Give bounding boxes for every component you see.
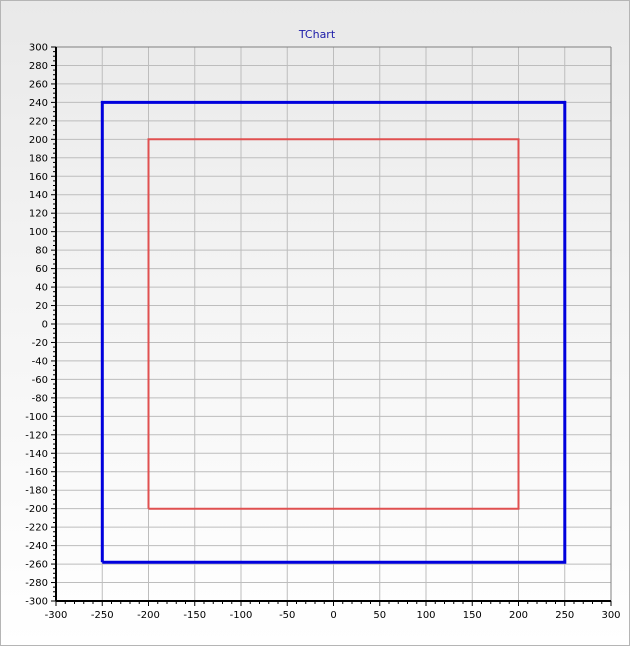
- axes: [51, 46, 612, 606]
- x-tick-label: -100: [230, 610, 253, 621]
- x-tick-label: 50: [373, 610, 386, 621]
- y-tick-label: -160: [25, 467, 48, 478]
- y-tick-label: -20: [32, 338, 48, 349]
- y-tick-label: -60: [32, 375, 48, 386]
- x-tick-label: 150: [463, 610, 482, 621]
- y-tick-label: -180: [25, 486, 48, 497]
- x-tick-label: 100: [416, 610, 435, 621]
- y-tick-label: -260: [25, 560, 48, 571]
- y-tick-label: 240: [29, 98, 48, 109]
- x-tick-label: 300: [601, 610, 620, 621]
- y-tick-label: 60: [35, 264, 48, 275]
- y-tick-label: 220: [29, 116, 48, 127]
- y-tick-label: 200: [29, 135, 48, 146]
- x-tick-label: -250: [91, 610, 114, 621]
- x-tick-label: 200: [509, 610, 528, 621]
- tick-labels: -300 -250 -200 -150 -100 -50 0 50 100 150 200 250 30…: [25, 43, 620, 622]
- y-tick-label: 140: [29, 190, 48, 201]
- x-tick-label: -150: [183, 610, 206, 621]
- y-tick-label: -40: [32, 356, 48, 367]
- y-tick-label: -300: [25, 597, 48, 608]
- y-tick-label: 260: [29, 79, 48, 90]
- series-1-line: [100, 100, 567, 564]
- y-tick-label: 20: [35, 301, 48, 312]
- series-2-line: [147, 138, 520, 510]
- y-tick-label: -200: [25, 504, 48, 515]
- grid: [56, 47, 611, 601]
- x-tick-label: -200: [137, 610, 160, 621]
- x-tick-label: -300: [45, 610, 68, 621]
- y-tick-label: -80: [32, 393, 48, 404]
- y-tick-label: 100: [29, 227, 48, 238]
- chart-title: TChart: [298, 28, 336, 41]
- x-tick-label: 250: [555, 610, 574, 621]
- y-tick-label: -140: [25, 449, 48, 460]
- x-tick-label: 0: [330, 610, 336, 621]
- y-tick-label: -120: [25, 430, 48, 441]
- y-tick-label: -220: [25, 523, 48, 534]
- y-tick-label: 160: [29, 172, 48, 183]
- y-tick-label: 300: [29, 43, 48, 54]
- y-tick-label: 40: [35, 283, 48, 294]
- y-tick-label: 180: [29, 153, 48, 164]
- x-tick-label: -50: [279, 610, 295, 621]
- y-tick-label: 80: [35, 246, 48, 257]
- y-tick-label: 280: [29, 61, 48, 72]
- series-layer: [100, 100, 567, 564]
- y-tick-label: -280: [25, 578, 48, 589]
- y-tick-label: 120: [29, 209, 48, 220]
- y-tick-label: -100: [25, 412, 48, 423]
- y-tick-label: -240: [25, 541, 48, 552]
- y-tick-label: 0: [42, 320, 48, 331]
